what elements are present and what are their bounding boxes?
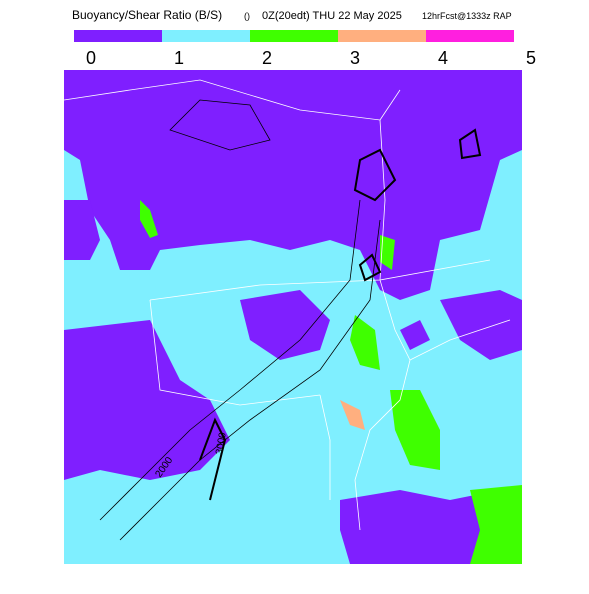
- purple-region: [64, 200, 100, 260]
- valid-time: 0Z(20edt) THU 22 May 2025: [262, 10, 402, 22]
- purple-region: [400, 320, 430, 350]
- colorbar-label: 3: [350, 48, 360, 68]
- colorbar-segment: [338, 30, 426, 42]
- colorbar-segment: [162, 30, 250, 42]
- green-patch: [470, 485, 522, 564]
- colorbar-label: 0: [86, 48, 96, 68]
- purple-region: [64, 70, 522, 300]
- units: (): [244, 11, 250, 21]
- green-patch: [380, 235, 395, 270]
- colorbar-segment: [250, 30, 338, 42]
- green-patch: [350, 315, 380, 370]
- map: 2000 3000: [63, 70, 522, 564]
- purple-region: [240, 290, 330, 360]
- contour-label: 3000: [214, 431, 229, 455]
- purple-region: [64, 320, 230, 480]
- model: 12hrFcst@1333z RAP: [422, 11, 512, 21]
- purple-region: [440, 290, 522, 360]
- orange-patch: [340, 400, 365, 430]
- green-patch: [390, 390, 440, 470]
- title: Buoyancy/Shear Ratio (B/S): [72, 8, 222, 22]
- colorbar: 0 1 2 3 4 5: [74, 30, 536, 68]
- colorbar-segment: [74, 30, 162, 42]
- boundaries: [63, 79, 511, 531]
- colorbar-label: 4: [438, 48, 448, 68]
- contours: [99, 99, 482, 541]
- colorbar-label: 2: [262, 48, 272, 68]
- green-patch: [140, 200, 158, 238]
- colorbar-label: 5: [526, 48, 536, 68]
- colorbar-label: 1: [174, 48, 184, 68]
- colorbar-segment: [426, 30, 514, 42]
